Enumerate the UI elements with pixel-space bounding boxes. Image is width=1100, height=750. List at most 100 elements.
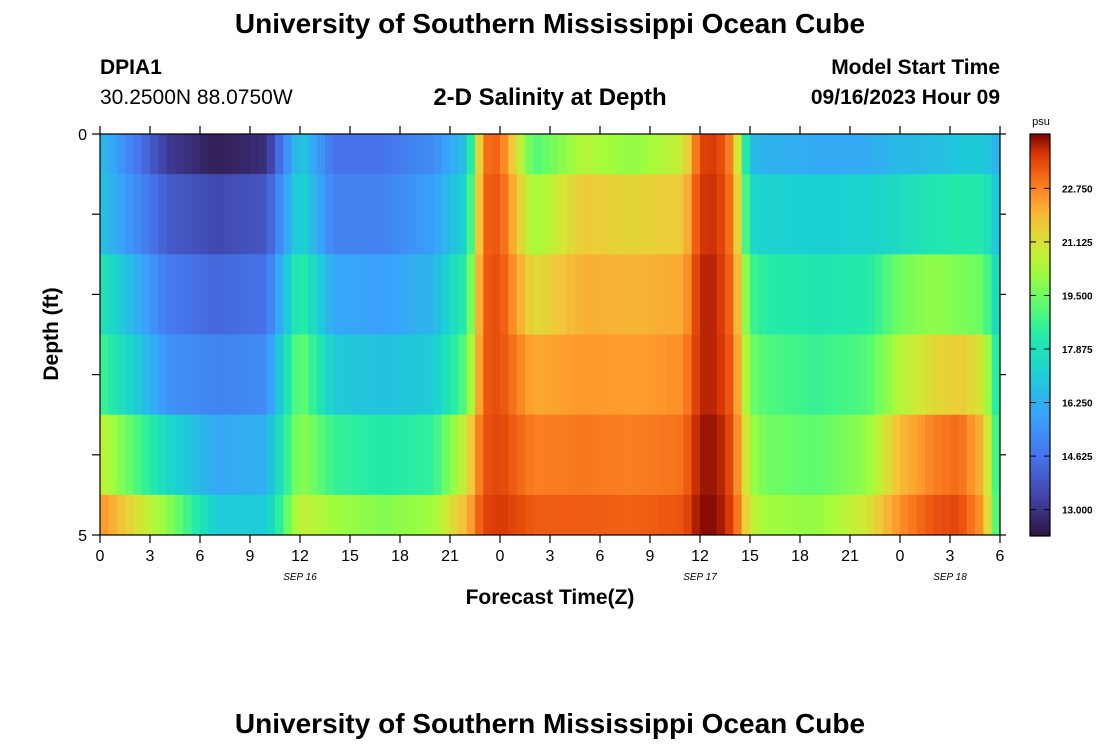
heatmap-cell	[450, 254, 459, 336]
colorbar-tick-label: 16.250	[1062, 399, 1093, 410]
heatmap-cell	[766, 334, 776, 416]
heatmap-cell	[275, 494, 284, 535]
heatmap-cell	[358, 134, 368, 175]
heatmap-cell	[933, 254, 943, 336]
heatmap-cell	[383, 414, 393, 496]
heatmap-cell	[650, 414, 659, 496]
heatmap-cell	[375, 494, 384, 535]
heatmap-cell	[308, 414, 318, 496]
heatmap-cell	[533, 134, 543, 175]
heatmap-cell	[275, 174, 284, 255]
heatmap-cell	[541, 494, 551, 535]
heatmap-cell	[333, 494, 343, 535]
heatmap-cell	[250, 494, 259, 535]
heatmap-cell	[316, 134, 326, 175]
heatmap-cell	[350, 414, 359, 496]
station-coordinates: 30.2500N 88.0750W	[100, 86, 293, 109]
heatmap-cell	[750, 134, 759, 175]
heatmap-cell	[266, 254, 276, 336]
heatmap-cell	[308, 494, 318, 535]
plot-title: 2-D Salinity at Depth	[433, 84, 667, 111]
heatmap-cell	[141, 494, 151, 535]
heatmap-cell	[816, 494, 826, 535]
heatmap-cell	[383, 334, 393, 416]
heatmap-cell	[733, 254, 743, 336]
heatmap-cell	[233, 334, 243, 416]
heatmap-cell	[500, 494, 509, 535]
heatmap-cell	[100, 174, 109, 255]
heatmap-cell	[983, 174, 993, 255]
heatmap-cell	[450, 174, 459, 255]
x-tick-label: 3	[946, 548, 955, 565]
heatmap-cell	[483, 494, 493, 535]
heatmap-cell	[666, 134, 676, 175]
heatmap-cell	[250, 334, 259, 416]
heatmap-cell	[566, 334, 576, 416]
heatmap-cell	[441, 334, 451, 416]
heatmap-cell	[275, 254, 284, 336]
heatmap-cell	[416, 174, 426, 255]
heatmap-cell	[716, 334, 726, 416]
heatmap-cell	[275, 414, 284, 496]
heatmap-cell	[208, 494, 218, 535]
heatmap-cell	[141, 254, 151, 336]
heatmap-cell	[175, 414, 184, 496]
heatmap-cell	[216, 134, 226, 175]
heatmap-cell	[850, 174, 859, 255]
heatmap-cell	[366, 414, 376, 496]
heatmap-cell	[358, 494, 368, 535]
heatmap-cell	[466, 334, 476, 416]
heatmap-cell	[700, 174, 709, 255]
heatmap-cell	[125, 494, 134, 535]
heatmap-cell	[958, 174, 968, 255]
heatmap-cell	[566, 134, 576, 175]
heatmap-cell	[300, 174, 309, 255]
heatmap-cell	[750, 334, 759, 416]
heatmap-cell	[850, 134, 859, 175]
heatmap-cell	[383, 494, 393, 535]
heatmap-cell	[758, 254, 768, 336]
heatmap-cell	[233, 174, 243, 255]
heatmap-cell	[433, 334, 443, 416]
colorbar-tick-label: 22.750	[1062, 184, 1093, 195]
heatmap-cell	[708, 254, 718, 336]
heatmap-cell	[758, 134, 768, 175]
heatmap-cell	[758, 334, 768, 416]
heatmap-cell	[825, 174, 834, 255]
heatmap-cell	[733, 414, 743, 496]
heatmap-cell	[783, 414, 793, 496]
heatmap-cell	[900, 134, 909, 175]
heatmap-cell	[908, 134, 918, 175]
heatmap-cell	[516, 494, 526, 535]
heatmap-cell	[516, 134, 526, 175]
heatmap-cell	[291, 134, 301, 175]
heatmap-cell	[725, 414, 734, 496]
heatmap-cell	[275, 334, 284, 416]
heatmap-cell	[725, 174, 734, 255]
heatmap-cell	[550, 414, 559, 496]
heatmap-cell	[900, 334, 909, 416]
heatmap-cell	[941, 414, 951, 496]
heatmap-cell	[308, 134, 318, 175]
heatmap-cell	[158, 414, 168, 496]
heatmap-cell	[391, 174, 401, 255]
heatmap-cell	[841, 134, 851, 175]
heatmap-cell	[241, 254, 251, 336]
heatmap-cell	[158, 134, 168, 175]
heatmap-cell	[666, 334, 676, 416]
heatmap-cell	[583, 414, 593, 496]
heatmap-cell	[616, 254, 626, 336]
heatmap-cell	[841, 254, 851, 336]
heatmap-cell	[708, 334, 718, 416]
heatmap-cell	[658, 334, 668, 416]
heatmap-cell	[475, 254, 484, 336]
heatmap-cell	[525, 254, 534, 336]
heatmap-cell	[158, 174, 168, 255]
heatmap-cell	[616, 134, 626, 175]
x-tick-label: 21	[841, 548, 859, 565]
heatmap-cell	[233, 414, 243, 496]
salinity-chart: 0 3 6 9 12 15 18 21 0 3 6 9 12 15 18 21 0 3 6 05 SEP 16 SEP…	[40, 116, 1093, 609]
heatmap-cell	[733, 134, 743, 175]
heatmap-cell	[958, 254, 968, 336]
heatmap-cell	[116, 134, 126, 175]
